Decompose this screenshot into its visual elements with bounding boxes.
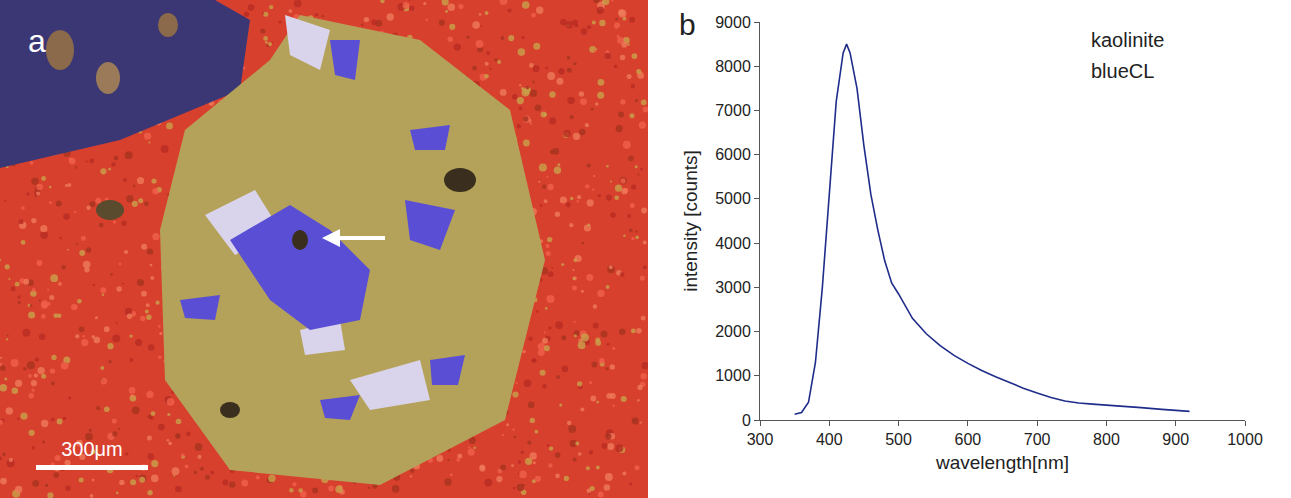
svg-text:1000: 1000	[1227, 431, 1263, 448]
svg-text:300: 300	[747, 431, 774, 448]
svg-text:kaolinite: kaolinite	[1091, 29, 1164, 51]
svg-text:800: 800	[1093, 431, 1120, 448]
svg-text:intensity [counts]: intensity [counts]	[680, 150, 701, 292]
svg-text:b: b	[679, 8, 696, 41]
svg-text:700: 700	[1024, 431, 1051, 448]
svg-text:1000: 1000	[715, 367, 751, 384]
svg-text:3000: 3000	[715, 279, 751, 296]
svg-text:600: 600	[955, 431, 982, 448]
svg-text:a: a	[28, 23, 46, 59]
svg-text:300μm: 300μm	[61, 438, 123, 460]
svg-text:8000: 8000	[715, 58, 751, 75]
svg-text:7000: 7000	[715, 102, 751, 119]
svg-text:500: 500	[885, 431, 912, 448]
svg-text:9000: 9000	[715, 14, 751, 31]
svg-text:0: 0	[742, 412, 751, 429]
svg-text:4000: 4000	[715, 235, 751, 252]
svg-text:5000: 5000	[715, 190, 751, 207]
svg-text:wavelength[nm]: wavelength[nm]	[935, 452, 1069, 473]
svg-text:400: 400	[816, 431, 843, 448]
svg-text:6000: 6000	[715, 146, 751, 163]
svg-text:900: 900	[1162, 431, 1189, 448]
svg-text:2000: 2000	[715, 323, 751, 340]
svg-text:blueCL: blueCL	[1091, 60, 1154, 82]
